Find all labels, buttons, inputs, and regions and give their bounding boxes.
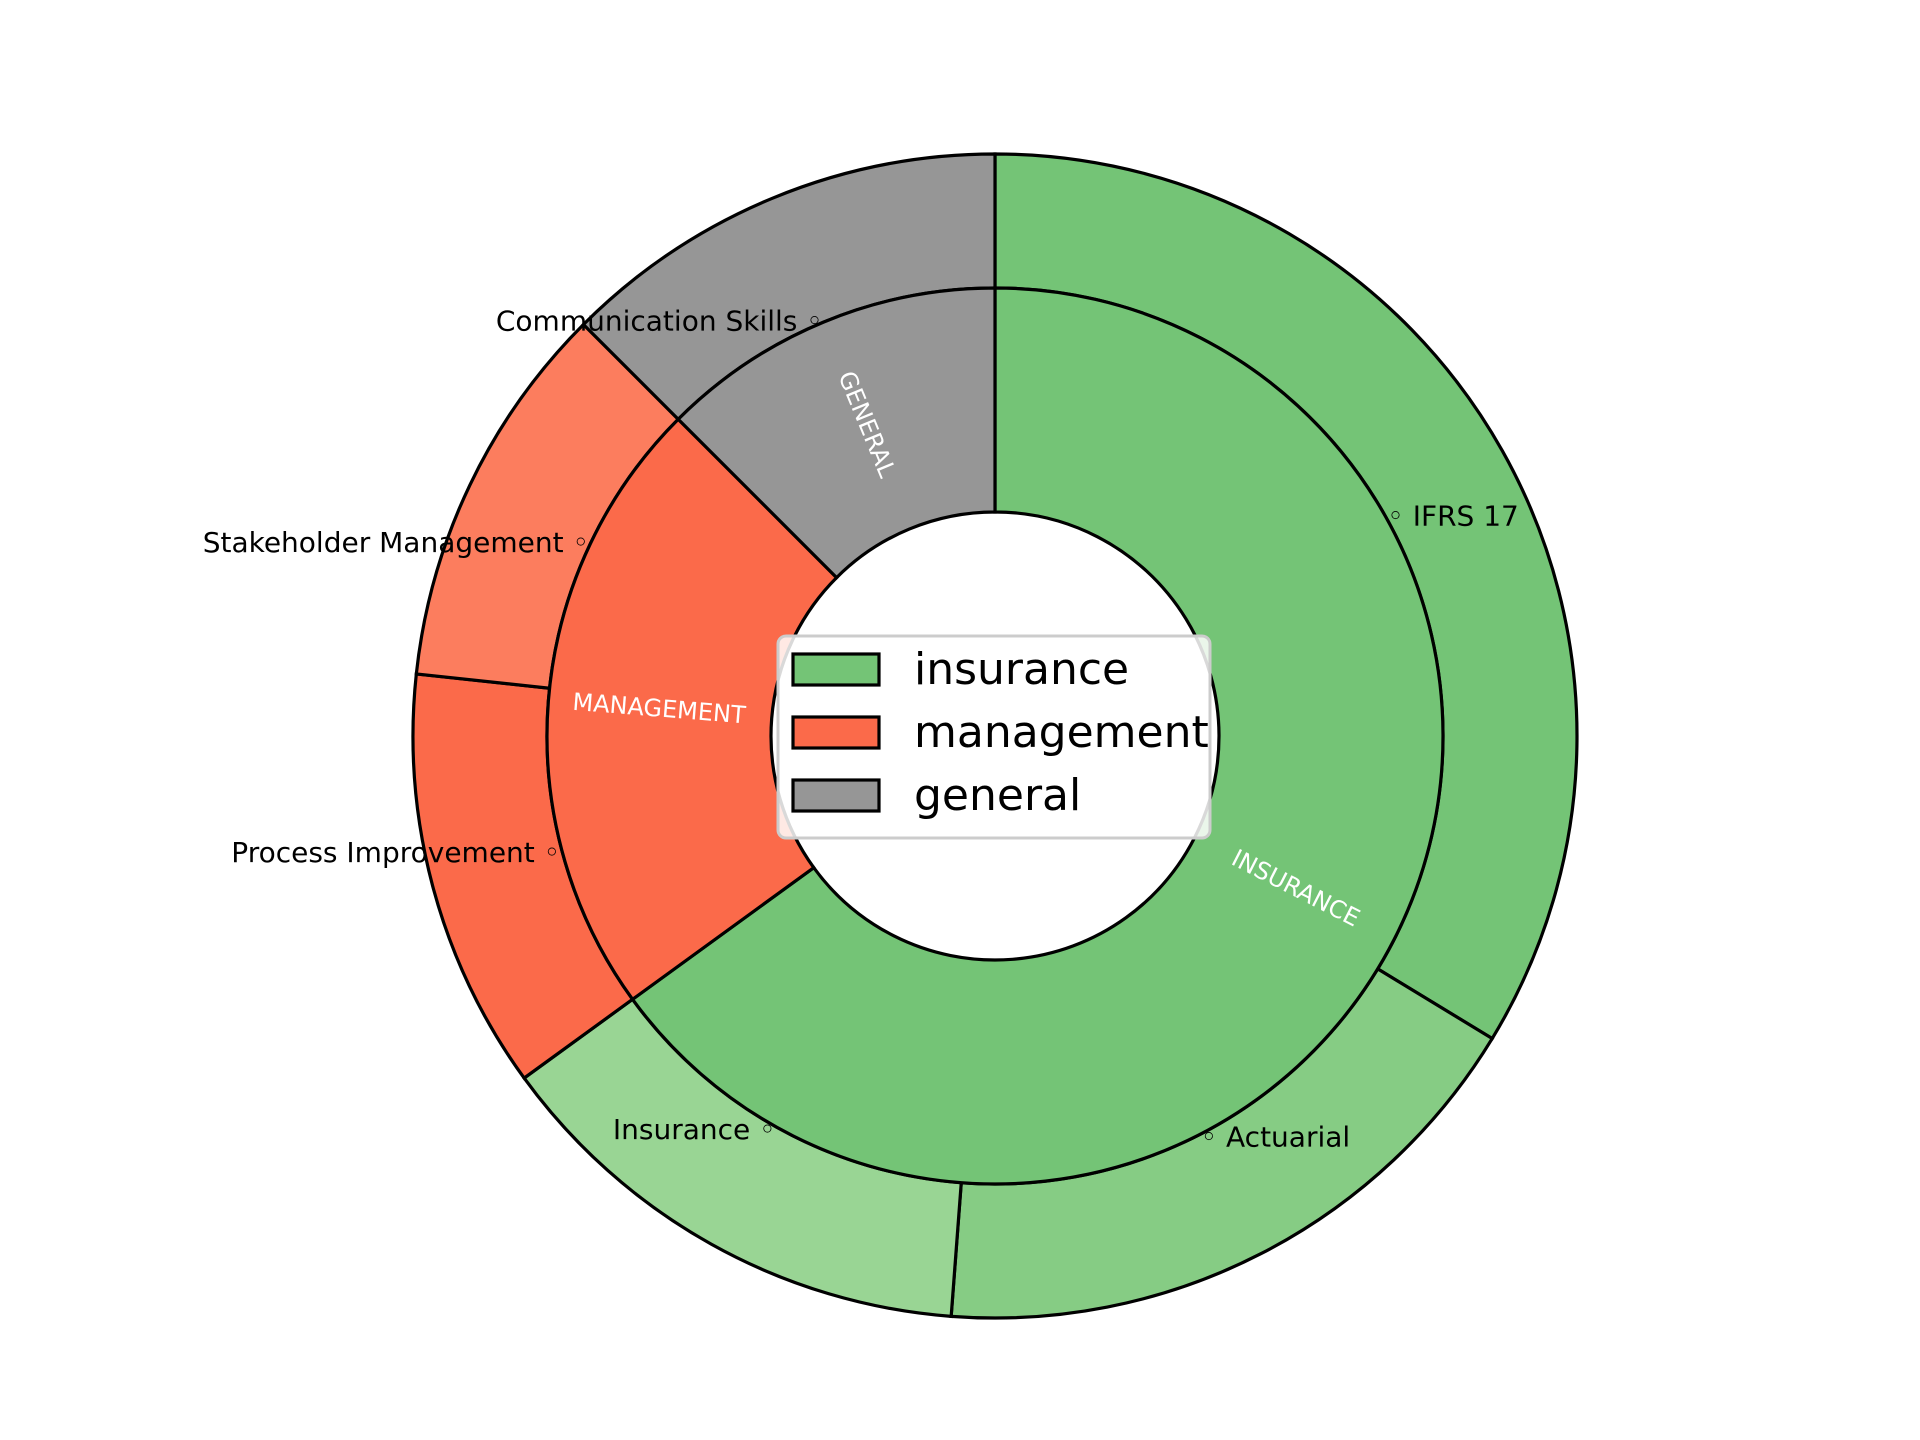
outer-labels: ◦ IFRS 17 ◦ Actuarial Insurance ◦ Process I… (203, 304, 1519, 1153)
outer-label-insurance: Insurance ◦ (613, 1113, 776, 1146)
legend-box (776, 634, 1212, 840)
inner-segment-management (545, 416, 839, 1002)
legend-swatch-management (791, 715, 881, 750)
legend: insurance management general (776, 634, 1212, 840)
legend-label-insurance: insurance (914, 644, 1129, 695)
outer-label-ifrs-17: ◦ IFRS 17 (1387, 500, 1519, 533)
legend-label-general: general (914, 770, 1081, 821)
legend-swatch-general (791, 778, 881, 813)
inner-segment-general (675, 286, 997, 580)
inner-ring (545, 286, 1445, 1186)
legend-label-management: management (914, 707, 1209, 758)
outer-label-process-improvement: Process Improvement ◦ (231, 836, 560, 869)
legend-swatch-insurance (791, 652, 881, 687)
outer-ring (411, 152, 1579, 1320)
outer-label-actuarial: ◦ Actuarial (1201, 1120, 1351, 1153)
outer-label-stakeholder-management: Stakeholder Management ◦ (203, 526, 589, 559)
inner-segment-insurance (630, 286, 1445, 1186)
outer-label-communication-skills: Communication Skills ◦ (496, 304, 823, 337)
